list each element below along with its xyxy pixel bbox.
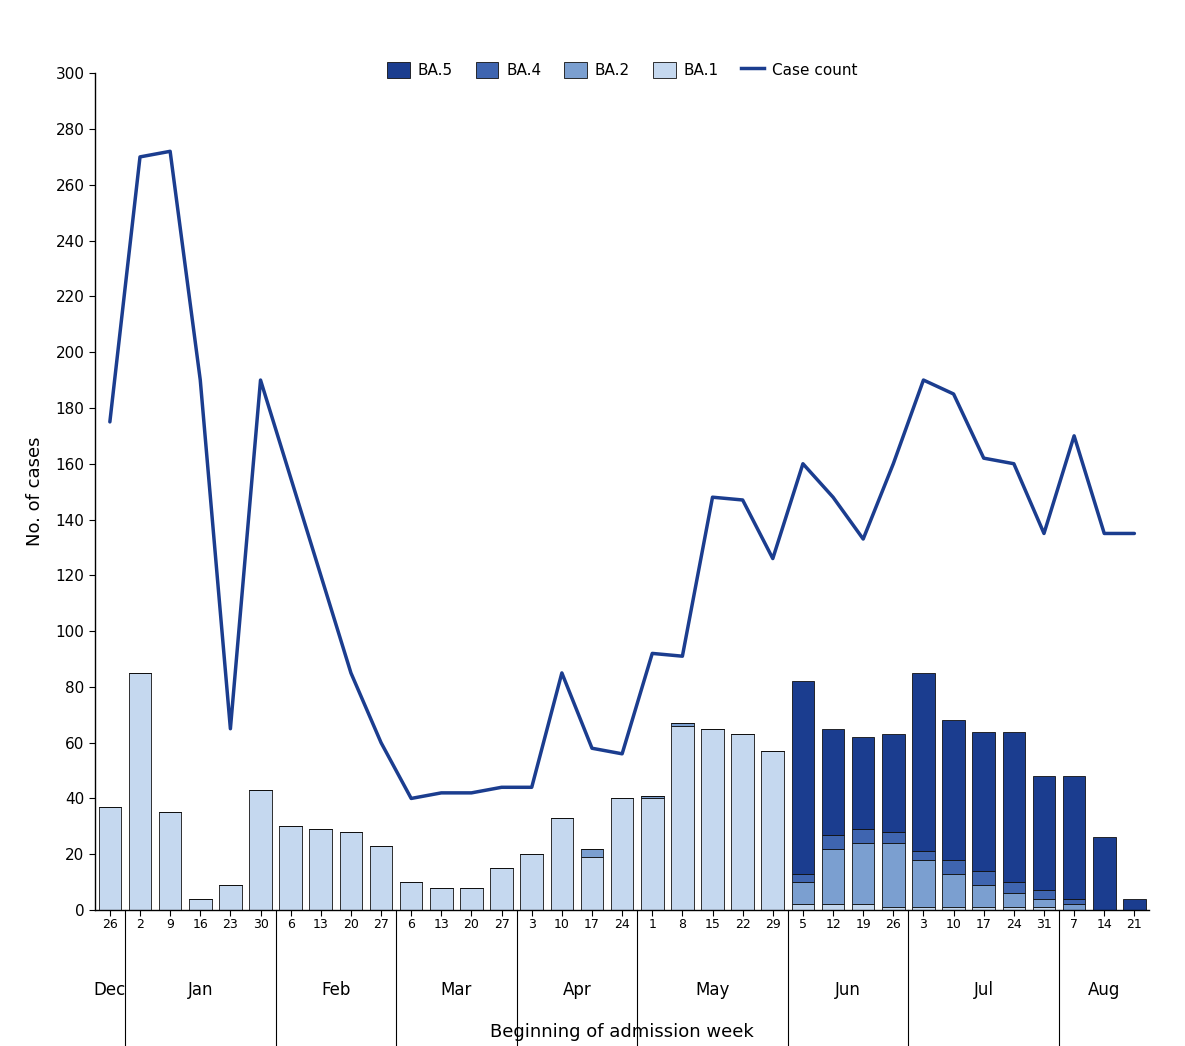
Text: Dec: Dec — [94, 981, 126, 999]
Bar — [973, 871, 995, 885]
Text: Beginning of admission week: Beginning of admission week — [491, 1023, 754, 1041]
Bar — [942, 907, 965, 910]
Bar — [852, 829, 875, 843]
Bar — [821, 848, 845, 905]
Bar — [912, 673, 935, 851]
Bar — [912, 907, 935, 910]
Bar — [219, 885, 242, 910]
Bar — [1063, 899, 1085, 905]
Bar — [551, 818, 574, 910]
Bar — [188, 899, 212, 910]
Y-axis label: No. of cases: No. of cases — [26, 437, 44, 546]
Bar — [1032, 899, 1056, 907]
Bar — [912, 851, 935, 860]
Bar — [1093, 838, 1115, 910]
Bar — [1032, 890, 1056, 899]
Bar — [731, 734, 754, 910]
Bar — [1063, 776, 1085, 899]
Bar — [882, 832, 904, 843]
Bar — [942, 721, 965, 860]
Bar — [882, 734, 904, 832]
Text: Feb: Feb — [321, 981, 351, 999]
Bar — [792, 681, 814, 873]
Bar — [1003, 907, 1025, 910]
Bar — [702, 729, 724, 910]
Bar — [671, 726, 693, 910]
Bar — [340, 832, 363, 910]
Bar — [581, 848, 603, 857]
Bar — [1063, 905, 1085, 910]
Bar — [852, 737, 875, 829]
Legend: BA.5, BA.4, BA.2, BA.1, Case count: BA.5, BA.4, BA.2, BA.1, Case count — [380, 55, 864, 84]
Bar — [641, 798, 664, 910]
Bar — [882, 843, 904, 907]
Text: Jan: Jan — [187, 981, 213, 999]
Bar — [280, 826, 302, 910]
Bar — [520, 855, 543, 910]
Bar — [942, 873, 965, 907]
Text: May: May — [696, 981, 730, 999]
Bar — [821, 729, 845, 835]
Bar — [1003, 731, 1025, 882]
Bar — [792, 905, 814, 910]
Bar — [973, 731, 995, 871]
Bar — [821, 835, 845, 848]
Bar — [610, 798, 634, 910]
Bar — [671, 723, 693, 726]
Bar — [1123, 899, 1146, 910]
Bar — [882, 907, 904, 910]
Bar — [98, 806, 121, 910]
Bar — [399, 882, 423, 910]
Bar — [370, 846, 392, 910]
Bar — [491, 868, 513, 910]
Bar — [249, 790, 271, 910]
Bar — [309, 829, 332, 910]
Bar — [1003, 882, 1025, 893]
Text: Aug: Aug — [1088, 981, 1121, 999]
Bar — [912, 860, 935, 907]
Bar — [852, 905, 875, 910]
Bar — [159, 813, 181, 910]
Bar — [581, 857, 603, 910]
Bar — [129, 673, 152, 910]
Bar — [430, 888, 453, 910]
Bar — [821, 905, 845, 910]
Bar — [942, 860, 965, 873]
Bar — [1032, 776, 1056, 890]
Bar — [973, 885, 995, 907]
Bar — [641, 796, 664, 798]
Bar — [1032, 907, 1056, 910]
Bar — [460, 888, 482, 910]
Bar — [762, 751, 784, 910]
Text: Apr: Apr — [563, 981, 591, 999]
Bar — [1003, 893, 1025, 907]
Bar — [792, 873, 814, 882]
Bar — [792, 882, 814, 905]
Text: Mar: Mar — [441, 981, 472, 999]
Bar — [852, 843, 875, 905]
Text: Jul: Jul — [974, 981, 994, 999]
Text: Jun: Jun — [835, 981, 861, 999]
Bar — [973, 907, 995, 910]
